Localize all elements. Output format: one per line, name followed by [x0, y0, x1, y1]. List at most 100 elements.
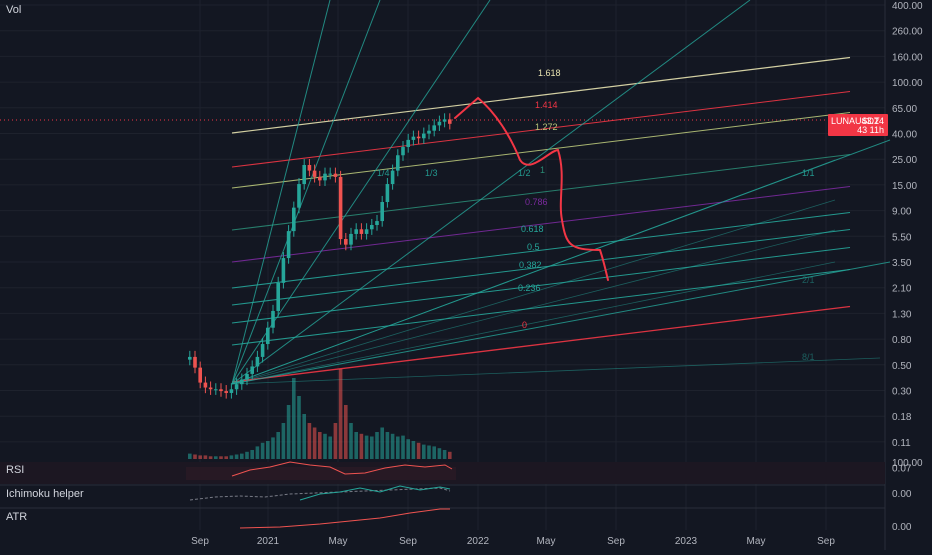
- volume-bar: [390, 433, 395, 459]
- candle-body: [411, 136, 416, 140]
- price-tick-label: 15.00: [892, 181, 917, 192]
- volume-bar: [437, 448, 442, 459]
- candle-body: [229, 389, 234, 393]
- price-tick-label: 100.00: [892, 78, 923, 89]
- fib-level-label: 0.786: [525, 197, 548, 207]
- price-tick-label: 0.18: [892, 412, 912, 423]
- volume-bar: [323, 433, 327, 459]
- volume-bar: [193, 454, 197, 459]
- time-tick-label: Sep: [817, 536, 835, 547]
- candle-body: [224, 391, 228, 393]
- volume-bar: [375, 432, 379, 459]
- price-tick-label: 25.00: [892, 155, 917, 166]
- fib-channel-line: [231, 91, 851, 168]
- volume-bar: [349, 423, 353, 459]
- volume-bar: [224, 456, 228, 459]
- price-axis[interactable]: 400.00 260.00 160.00 100.00 65.00 40.00 25.00 1…: [892, 1, 923, 533]
- volume-bar: [271, 437, 275, 459]
- fib-channel-line: [231, 212, 851, 289]
- fib-level-label: 0.236: [518, 283, 541, 293]
- fan-ratio-label: 1/3: [425, 168, 438, 178]
- time-axis[interactable]: Sep 2021 May Sep 2022 May Sep 2023 May Sep: [191, 536, 835, 547]
- volume-bar: [266, 441, 270, 459]
- volume-bar: [312, 427, 317, 459]
- candle-body: [370, 225, 374, 230]
- candle-body: [255, 356, 260, 367]
- candle-body: [416, 136, 421, 139]
- volume-bar: [297, 396, 301, 459]
- volume-bar: [276, 432, 280, 459]
- rsi-band: [186, 467, 456, 480]
- price-tick-label: 400.00: [892, 1, 923, 12]
- price-tick-label: 260.00: [892, 27, 923, 38]
- price-tick-label: 0.50: [892, 361, 912, 372]
- candle-body: [401, 147, 405, 156]
- price-tick-label: 2.10: [892, 284, 912, 295]
- ichimoku-tick-label: 0.00: [892, 489, 912, 500]
- volume-bar: [318, 432, 322, 459]
- rsi-tick-label: 100.00: [892, 458, 923, 469]
- candle-body: [281, 258, 286, 283]
- volume-bar: [203, 455, 208, 459]
- volume-bar: [442, 450, 447, 459]
- candle-body: [328, 173, 332, 175]
- candle-body: [448, 119, 452, 124]
- candle-body: [266, 327, 270, 345]
- candle-body: [250, 366, 254, 374]
- price-tick-label: 40.00: [892, 130, 917, 141]
- volume-bar: [328, 436, 332, 459]
- candle-body: [422, 133, 426, 139]
- candle-body: [297, 184, 301, 208]
- fan-line: [231, 0, 751, 385]
- price-tick-label: 65.00: [892, 104, 917, 115]
- volume-bar: [422, 444, 426, 459]
- fan-ratio-label: 1/1: [802, 168, 815, 178]
- fan-line: [231, 0, 381, 385]
- price-tick-label: 0.07: [892, 464, 912, 475]
- price-tick-label: 0.11: [892, 438, 911, 449]
- volume-bar: [354, 432, 358, 459]
- volume-bar: [229, 455, 234, 459]
- candle-body: [286, 231, 291, 259]
- price-tick-label: 0.80: [892, 335, 912, 346]
- fan-line: [231, 0, 331, 385]
- time-tick-label: 2022: [467, 536, 490, 547]
- candle-body: [385, 184, 390, 203]
- time-tick-label: Sep: [191, 536, 209, 547]
- price-tick-label: 160.00: [892, 52, 923, 63]
- atr-line: [239, 508, 450, 529]
- candle-body: [359, 229, 364, 234]
- projection-drawing: [454, 96, 609, 281]
- candle-body: [208, 387, 213, 390]
- candle-body: [302, 164, 306, 185]
- candle-body: [427, 130, 431, 134]
- volume-bar: [208, 456, 213, 459]
- pitchfan-line: [231, 357, 881, 385]
- ticker-price: 43.24: [861, 116, 884, 126]
- rsi-label: RSI: [6, 464, 25, 476]
- fib-level-label: 1.414: [535, 100, 558, 110]
- volume-label: Vol: [6, 4, 22, 16]
- fan-ratio-label: 1/2: [518, 168, 531, 178]
- atr-tick-label: 0.00: [892, 522, 912, 533]
- volume-bar: [432, 446, 436, 459]
- fib-level-label: 1: [540, 165, 545, 175]
- candle-body: [375, 221, 379, 226]
- volume-bar: [396, 436, 400, 459]
- pitchfan-line: [231, 229, 836, 385]
- fib-channel-line: [231, 247, 851, 324]
- time-tick-label: May: [747, 536, 766, 547]
- ichimoku-line: [299, 485, 451, 501]
- time-tick-label: 2023: [675, 536, 698, 547]
- price-tick-label: 9.00: [892, 207, 912, 218]
- price-tick-label: 0.30: [892, 387, 912, 398]
- fib-level-label: 0.382: [519, 260, 542, 270]
- ichimoku-line: [189, 487, 451, 501]
- candle-body: [198, 367, 202, 383]
- volume-bar: [359, 433, 364, 459]
- candle-body: [406, 139, 410, 148]
- volume-bar: [416, 442, 421, 459]
- volume-bar: [260, 442, 265, 459]
